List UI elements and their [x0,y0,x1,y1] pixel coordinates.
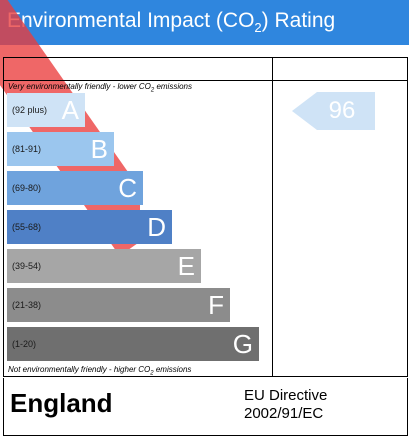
page-title: Environmental Impact (CO2) Rating [7,9,336,36]
chart-header-line [3,80,408,81]
band-range-label: (69-80) [12,183,42,193]
rating-band-a: (92 plus) A [7,93,85,127]
chart-frame [3,57,408,377]
footer-directive: EU Directive 2002/91/EC [244,387,327,423]
band-letter: E [177,251,195,281]
rating-band-d: (55-68) D [7,210,172,244]
chart-column-divider [272,57,273,377]
rating-band-c: (69-80) C [7,171,143,205]
caption-top: Very environmentally friendly - lower CO… [8,82,193,94]
current-rating-value: 96 [328,97,356,124]
directive-line-2: 2002/91/EC [244,405,324,422]
band-range-label: (21-38) [12,300,42,310]
caption-bottom: Not environmentally friendly - higher CO… [8,365,192,377]
current-rating-arrow: 96 [292,92,375,130]
band-letter: G [232,329,253,359]
footer-box [3,378,408,436]
band-letter: A [61,95,79,125]
rating-band-f: (21-38) F [7,288,230,322]
band-letter: B [90,134,108,164]
band-range-label: (39-54) [12,261,42,271]
band-range-label: (55-68) [12,222,42,232]
band-range-label: (1-20) [12,339,37,349]
band-letter: F [208,290,224,320]
band-letter: C [118,173,137,203]
band-letter: D [147,212,166,242]
current-rating-arrow-shape [292,92,375,130]
band-range-label: (81-91) [12,144,42,154]
rating-band-e: (39-54) E [7,249,201,283]
rating-band-g: (1-20) G [7,327,259,361]
footer-country: England [10,388,113,418]
band-range-label: (92 plus) [12,105,48,115]
rating-band-b: (81-91) B [7,132,114,166]
directive-line-1: EU Directive [244,387,328,404]
header-bar: Environmental Impact (CO2) Rating [0,0,409,45]
